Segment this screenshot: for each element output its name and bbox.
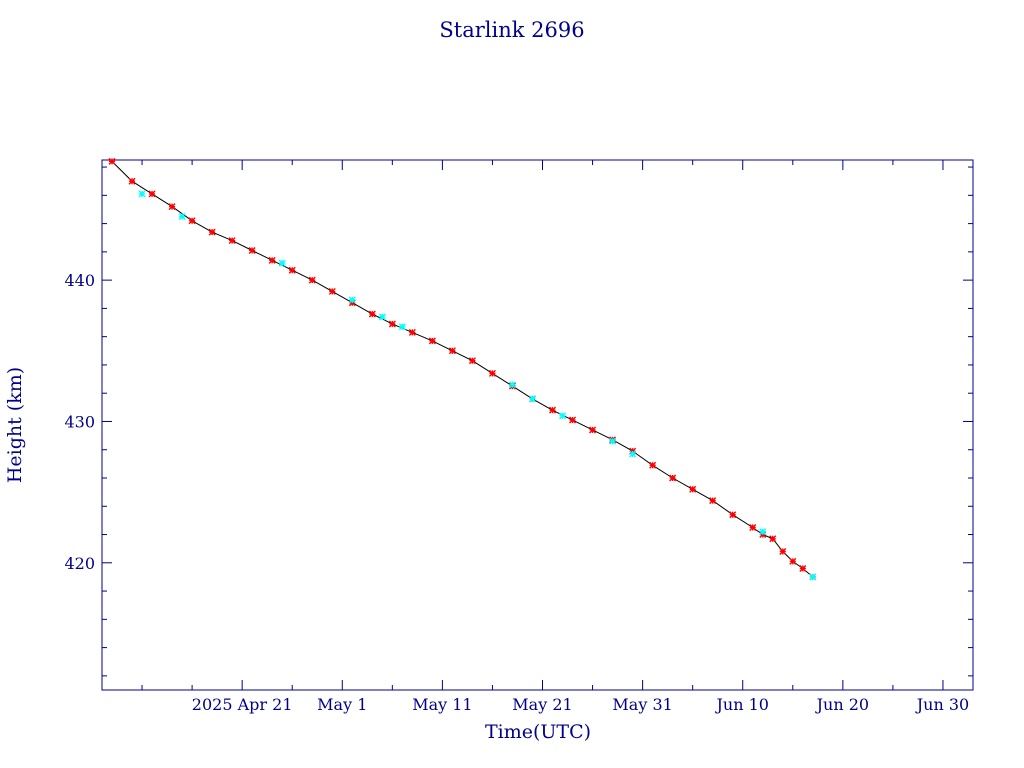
x-axis-label: Time(UTC): [485, 721, 591, 743]
data-point: [108, 157, 116, 165]
chart-title: Starlink 2696: [439, 18, 584, 42]
data-point: [188, 217, 196, 225]
data-point: [689, 485, 697, 493]
highlighted-data-point: [528, 395, 536, 403]
data-point: [168, 203, 176, 211]
data-point: [368, 310, 376, 318]
data-point: [589, 426, 597, 434]
data-point: [388, 320, 396, 328]
highlighted-data-point: [759, 528, 767, 536]
data-point: [208, 228, 216, 236]
x-tick-label: Jun 10: [715, 695, 769, 714]
highlighted-data-point: [508, 381, 516, 389]
y-axis-label: Height (km): [4, 367, 26, 483]
data-point: [749, 523, 757, 531]
data-point: [328, 287, 336, 295]
highlighted-data-point: [348, 296, 356, 304]
data-point: [308, 276, 316, 284]
y-tick-label: 420: [64, 554, 95, 573]
data-point: [569, 416, 577, 424]
data-point: [468, 357, 476, 365]
data-point: [669, 474, 677, 482]
data-point: [448, 347, 456, 355]
data-point: [649, 461, 657, 469]
highlighted-data-point: [809, 573, 817, 581]
data-point: [729, 511, 737, 519]
axis-tick-labels: 2025 Apr 21 May 1 May 11 May 21 May 31 Jun 10…: [64, 271, 969, 714]
axis-ticks: [102, 160, 973, 690]
data-point: [428, 337, 436, 345]
data-point: [488, 369, 496, 377]
highlighted-data-point: [138, 190, 146, 198]
x-tick-label: May 31: [612, 695, 672, 714]
data-point: [769, 535, 777, 543]
x-tick-label: 2025 Apr 21: [192, 695, 293, 714]
data-point: [148, 190, 156, 198]
y-tick-label: 440: [64, 271, 95, 290]
data-point: [779, 547, 787, 555]
highlighted-data-point: [178, 213, 186, 221]
data-point: [268, 256, 276, 264]
highlighted-data-point: [559, 412, 567, 420]
data-point: [799, 564, 807, 572]
data-point: [549, 406, 557, 414]
x-tick-label: Jun 30: [915, 695, 969, 714]
data-point: [128, 177, 136, 185]
x-tick-label: Jun 20: [815, 695, 869, 714]
data-point: [789, 557, 797, 565]
height-trend-line: [111, 161, 814, 578]
x-tick-label: May 1: [317, 695, 367, 714]
highlighted-data-point: [629, 450, 637, 458]
data-point: [709, 497, 717, 505]
x-tick-label: May 11: [412, 695, 472, 714]
plot-frame: [101, 159, 974, 691]
highlighted-data-point: [278, 259, 286, 267]
highlighted-data-point: [378, 313, 386, 321]
y-tick-label: 430: [64, 412, 95, 431]
data-point: [248, 246, 256, 254]
highlighted-data-point: [398, 323, 406, 331]
highlighted-data-point: [609, 437, 617, 445]
data-points: [108, 157, 817, 581]
data-point: [408, 328, 416, 336]
data-point: [288, 266, 296, 274]
data-point: [228, 237, 236, 245]
x-tick-label: May 21: [512, 695, 572, 714]
